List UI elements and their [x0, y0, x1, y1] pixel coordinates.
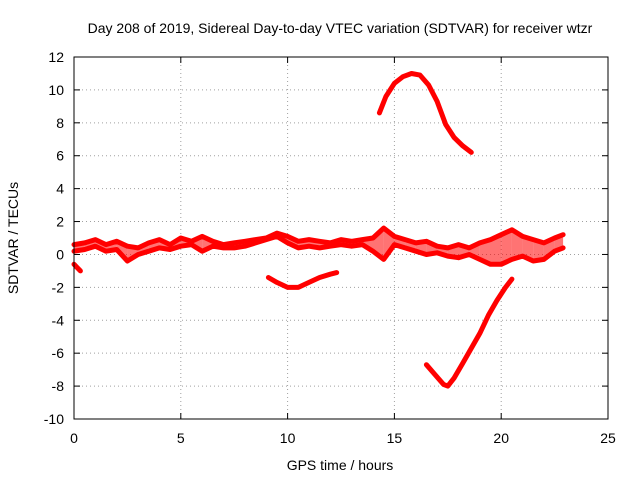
series-line-2 — [71, 261, 83, 274]
band-fill-segment — [159, 239, 171, 250]
band-fill-segment — [394, 236, 406, 248]
band-fill-segment — [138, 242, 149, 255]
band-fill-segment — [469, 242, 480, 260]
series-line-3 — [265, 270, 340, 290]
y-tick-label: 4 — [56, 181, 64, 197]
band-fill-segment — [543, 238, 555, 260]
band-fill-segment — [180, 238, 192, 247]
band-fill-segment — [191, 236, 203, 252]
y-tick-label: 2 — [56, 214, 64, 230]
y-tick-label: 0 — [56, 246, 64, 262]
y-tick-label: -2 — [52, 279, 65, 295]
chart-title: Day 208 of 2019, Sidereal Day-to-day VTE… — [88, 20, 593, 36]
series-line-4 — [376, 71, 474, 155]
band-fill-segment — [511, 229, 523, 260]
band-fill-segment — [309, 239, 320, 248]
band-fill-segment — [405, 239, 416, 252]
y-tick-label: -6 — [52, 345, 65, 361]
band-fill-segment — [437, 246, 448, 257]
y-tick-label: -10 — [44, 411, 64, 427]
x-tick-label: 15 — [387, 430, 403, 446]
band-fill-segment — [458, 244, 470, 258]
band-fill-segment — [95, 239, 106, 252]
band-fill-segment — [74, 242, 85, 252]
band-fill-segment — [383, 228, 395, 260]
band-fill-segment — [522, 236, 534, 261]
band-fill-segment — [298, 239, 309, 248]
band-fill-segment — [170, 238, 181, 250]
band-fill-segment — [373, 228, 384, 260]
band-fill-segment — [319, 241, 331, 248]
band-fill-segment — [447, 244, 459, 258]
band-fill-segment — [426, 241, 438, 255]
band-fill-segment — [533, 239, 544, 261]
plot-frame — [73, 56, 609, 420]
band-fill-segment — [116, 241, 128, 261]
band-fill-segment — [501, 229, 512, 265]
band-fill-segment — [330, 239, 341, 247]
x-tick-label: 10 — [280, 430, 296, 446]
y-tick-label: 10 — [48, 82, 64, 98]
y-tick-label: 8 — [56, 115, 64, 131]
band-fill-segment — [415, 241, 427, 255]
y-axis-title: SDTVAR / TECUs — [5, 182, 21, 294]
band-fill-segment — [479, 239, 491, 265]
band-fill-segment — [255, 238, 267, 243]
band-fill-segment — [266, 233, 277, 240]
band-fill-segment — [106, 241, 117, 252]
band-fill-segment — [287, 236, 299, 248]
series-layer — [71, 71, 566, 389]
series-line-5 — [423, 276, 515, 389]
band-fill-segment — [362, 238, 373, 252]
x-axis-title: GPS time / hours — [287, 457, 394, 473]
band-fill-segment — [212, 241, 224, 248]
axis-ticks: 0 5 10 15 20 25 -10 -8 -6 -4 -2 0 2 4 6 8 10 12 — [44, 49, 616, 446]
x-tick-label: 20 — [493, 430, 509, 446]
band-fill-segment — [490, 234, 502, 265]
x-tick-label: 25 — [600, 430, 616, 446]
band-fill-segment — [148, 239, 160, 252]
y-tick-label: -4 — [52, 312, 65, 328]
band-fill-segment — [223, 242, 235, 248]
band-fill-segment — [84, 239, 96, 250]
band-fill-segment — [202, 236, 213, 252]
band-fill-segment — [554, 234, 564, 252]
x-tick-label: 0 — [70, 430, 78, 446]
y-tick-label: -8 — [52, 378, 65, 394]
band-fill-segment — [234, 241, 245, 248]
y-tick-label: 6 — [56, 148, 64, 164]
y-tick-label: 12 — [48, 49, 64, 65]
band-fill-segment — [244, 239, 256, 247]
band-fill-segment — [341, 239, 352, 247]
band-fill-segment — [127, 246, 139, 261]
band-fill-segment — [276, 233, 288, 243]
x-tick-label: 5 — [177, 430, 185, 446]
band-fill-segment — [351, 239, 363, 247]
